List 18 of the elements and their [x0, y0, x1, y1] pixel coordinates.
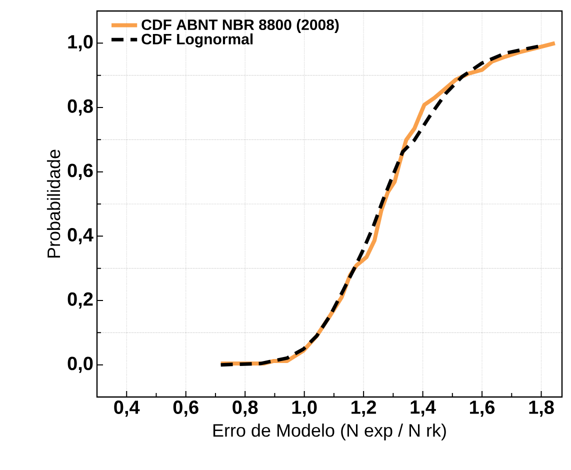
x-tick-label: 1,8 — [529, 400, 554, 417]
legend-label: CDF ABNT NBR 8800 (2008) — [142, 19, 339, 34]
x-tick-label: 1,0 — [292, 400, 317, 417]
y-tick-label: 0,0 — [68, 356, 93, 373]
x-tick-label: 1,6 — [470, 400, 495, 417]
x-tick-label: 1,2 — [352, 400, 376, 417]
x-tick-label: 0,8 — [232, 400, 258, 417]
y-axis-title: Probabilidade — [46, 150, 60, 258]
x-axis-title: Erro de Modelo (N exp / N rk) — [213, 424, 446, 440]
y-tick-label: 0,2 — [68, 292, 93, 309]
x-tick-label: 1,4 — [410, 400, 436, 417]
y-tick-label: 1,0 — [68, 35, 93, 52]
x-tick-label: 0,4 — [114, 400, 140, 417]
legend-label: CDF Lognormal — [142, 33, 253, 48]
y-tick-label: 0,8 — [68, 99, 93, 116]
y-tick-label: 0,4 — [68, 228, 94, 244]
x-tick-label: 0,6 — [173, 400, 198, 417]
y-tick-label: 0,6 — [68, 164, 93, 180]
